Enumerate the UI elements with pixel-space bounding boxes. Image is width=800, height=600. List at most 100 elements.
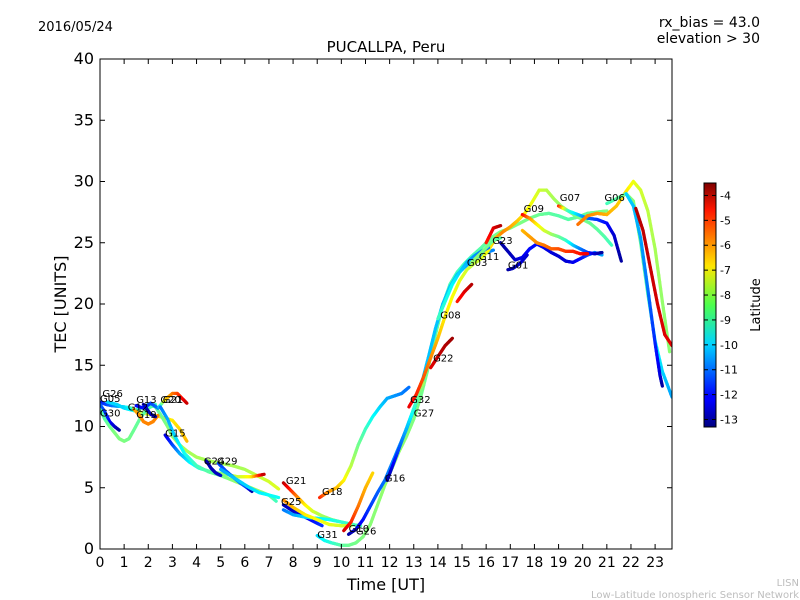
track-segment: [319, 523, 324, 528]
x-tick-label: 13: [405, 555, 423, 571]
y-tick-label: 15: [74, 355, 94, 374]
satellite-track: [219, 467, 281, 500]
track-segment: [524, 253, 529, 258]
x-tick-label: 3: [168, 555, 177, 571]
track-segment: [406, 385, 411, 390]
y-tick-label: 30: [74, 172, 94, 191]
y-axis-label: TEC [UNITS]: [51, 256, 70, 354]
satellite-track: [455, 282, 474, 304]
track-segment: [449, 336, 454, 341]
satellite-track: [318, 385, 411, 500]
x-axis-label: Time [UT]: [346, 575, 425, 594]
satellite-label: G11: [479, 252, 499, 263]
satellite-label: G01: [508, 260, 528, 271]
x-tick-label: 8: [289, 555, 298, 571]
colorbar-tick-label: -8: [720, 289, 731, 302]
satellite-label: G29: [217, 456, 237, 467]
x-tick-label: 18: [526, 555, 544, 571]
colorbar: [703, 182, 717, 428]
track-segment: [184, 438, 189, 443]
x-tick-label: 23: [646, 555, 664, 571]
colorbar-tick-label: -13: [720, 414, 738, 427]
satellite-track: [506, 253, 529, 272]
x-tick-label: 1: [120, 555, 129, 571]
colorbar-tick-label: -6: [720, 239, 731, 252]
footer-network: Low-Latitude Ionospheric Sensor Network: [591, 590, 799, 600]
colorbar-tick-label: -11: [720, 364, 738, 377]
satellite-label: G32: [410, 395, 430, 406]
x-tick-label: 20: [574, 555, 592, 571]
x-tick-label: 19: [550, 555, 568, 571]
satellite-label: G19: [136, 410, 156, 421]
colorbar-tick-label: -9: [720, 314, 731, 327]
track-segment: [155, 413, 160, 418]
satellite-label: G16: [385, 474, 405, 485]
track-segment: [469, 282, 474, 287]
satellite-label: G26: [356, 526, 376, 537]
x-tick-label: 9: [313, 555, 322, 571]
satellite-label: G15: [165, 428, 185, 439]
satellite-label: G05: [100, 394, 120, 405]
satellite-track: [429, 336, 454, 370]
satellite-label: G13: [136, 395, 156, 406]
satellite-track: [100, 402, 158, 443]
satellite-label: G21: [163, 395, 183, 406]
satellite-label: G20: [160, 395, 180, 406]
track-segment: [184, 401, 189, 405]
satellite-track: [470, 236, 503, 264]
x-tick-label: 16: [477, 555, 495, 571]
track-segment: [420, 380, 426, 387]
track-segment: [609, 242, 614, 247]
y-tick-label: 25: [74, 233, 94, 252]
satellite-track: [520, 228, 590, 256]
y-tick-label: 0: [84, 539, 94, 558]
colorbar-ticks: -4 -5 -6 -7 -8 -9 -10 -11 -12 -13: [704, 189, 738, 427]
x-tick-label: 11: [357, 555, 375, 571]
colorbar-tick-label: -4: [720, 189, 731, 202]
x-tick-label: 21: [598, 555, 616, 571]
x-tick-label: 22: [622, 555, 640, 571]
track-segment: [618, 256, 623, 263]
satellite-label: G27: [414, 409, 434, 420]
satellite-label: G08: [440, 311, 460, 322]
satellite-track: [158, 405, 278, 503]
chart-title: PUCALLPA, Peru: [327, 38, 446, 56]
x-tick-label: 15: [453, 555, 471, 571]
colorbar-tick-label: -5: [720, 214, 731, 227]
x-tick-label: 6: [240, 555, 249, 571]
satellite-track: [100, 402, 121, 432]
track-segment: [370, 471, 375, 477]
y-tick-label: 40: [74, 49, 94, 68]
satellite-track: [204, 459, 223, 478]
satellite-track: [385, 380, 426, 482]
colorbar-tick-label: -10: [720, 339, 738, 352]
x-tick-label: 12: [381, 555, 399, 571]
satellite-label: G07: [560, 193, 580, 204]
satellite-label: G22: [433, 354, 453, 365]
satellite-track: [436, 246, 491, 321]
y-tick-label: 5: [84, 478, 94, 497]
footer-lisn: LISN: [777, 578, 799, 589]
x-tick-label: 14: [429, 555, 447, 571]
colorbar-tick-label: -12: [720, 389, 738, 402]
x-tick-label: 10: [332, 555, 350, 571]
date-label: 2016/05/24: [38, 20, 113, 35]
satellite-track: [576, 179, 672, 354]
x-tick-label: 5: [216, 555, 225, 571]
satellite-label: G18: [322, 487, 342, 498]
satellite-label: G31: [317, 530, 337, 541]
satellite-track: [342, 471, 375, 533]
satellite-label: G03: [467, 258, 487, 269]
colorbar-tick-label: -7: [720, 264, 731, 277]
y-tick-label: 35: [74, 110, 94, 129]
satellite-track: [141, 402, 158, 419]
y-axis: 0 5 10 15 20 25 30 35 40: [74, 49, 672, 558]
satellite-track: [624, 192, 664, 388]
satellite-label: G09: [524, 204, 544, 215]
satellite-label: G06: [604, 193, 624, 204]
track-segment: [273, 498, 278, 503]
satellite-track: [484, 224, 503, 245]
x-tick-label: 4: [192, 555, 201, 571]
